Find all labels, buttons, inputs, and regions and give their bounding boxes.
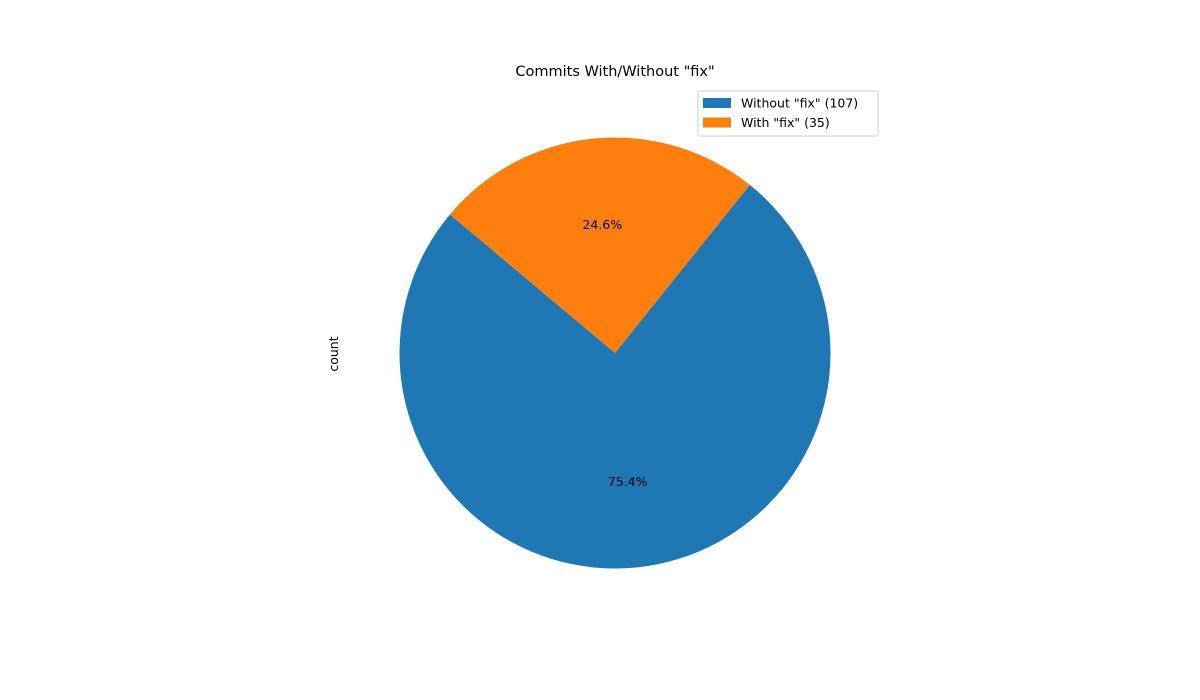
legend-swatch-1 <box>703 117 731 128</box>
pie-slice-0 <box>399 184 831 569</box>
pie-percent-label-0: 75.4% <box>608 474 648 489</box>
pie-slices <box>399 137 831 569</box>
legend-label-0: Without "fix" (107) <box>741 96 858 111</box>
legend-label-1: With "fix" (35) <box>741 115 830 130</box>
pie-percent-label-1: 24.6% <box>582 217 622 232</box>
legend: Without "fix" (107) With "fix" (35) <box>697 90 879 137</box>
y-axis-label: count <box>326 336 341 371</box>
legend-swatch-0 <box>703 98 731 108</box>
chart-title: Commits With/Without "fix" <box>515 64 714 80</box>
pie-slice-1 <box>449 137 750 353</box>
legend-frame <box>697 90 879 137</box>
pie-percent-labels: 75.4% 24.6% <box>582 217 647 489</box>
